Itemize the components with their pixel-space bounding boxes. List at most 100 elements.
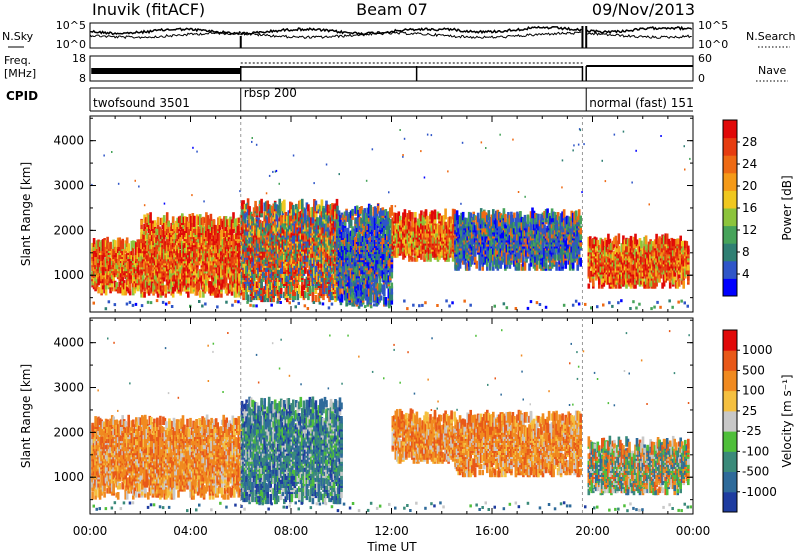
heatmap-cell xyxy=(230,283,234,292)
heatmap-cell xyxy=(331,203,334,210)
heatmap-cell xyxy=(336,227,339,234)
heatmap-cell xyxy=(317,223,321,230)
heatmap-cell xyxy=(97,269,100,278)
heatmap-cell xyxy=(236,243,240,252)
heatmap-cell xyxy=(400,231,404,238)
heatmap-cell xyxy=(267,232,271,242)
heatmap-cell xyxy=(187,221,190,227)
heatmap-cell xyxy=(345,215,348,222)
heatmap-cell xyxy=(248,253,251,260)
heatmap-cell xyxy=(260,223,263,234)
heatmap-cell xyxy=(366,285,369,295)
heatmap-cell xyxy=(168,254,172,262)
heatmap-cell xyxy=(319,205,322,212)
heatmap-cell xyxy=(332,276,336,284)
heatmap-cell xyxy=(143,262,146,270)
heatmap-cell xyxy=(184,269,187,278)
heatmap-cell xyxy=(379,221,383,228)
heatmap-cell xyxy=(393,212,396,222)
heatmap-cell xyxy=(238,224,241,236)
heatmap-cell xyxy=(313,209,316,218)
heatmap-cell xyxy=(177,233,181,240)
heatmap-cell xyxy=(384,234,388,240)
heatmap-cell xyxy=(279,235,283,242)
heatmap-cell xyxy=(379,295,383,301)
heatmap-cell xyxy=(339,252,342,259)
heatmap-cell xyxy=(381,210,385,216)
heatmap-cell xyxy=(221,245,225,254)
heatmap-cell xyxy=(199,255,202,262)
heatmap-cell xyxy=(322,220,325,228)
heatmap-cell xyxy=(402,212,405,224)
heatmap-cell xyxy=(399,215,402,222)
heatmap-cell xyxy=(384,251,388,259)
heatmap-cell xyxy=(100,254,103,262)
heatmap-cell xyxy=(305,202,309,210)
heatmap-cell xyxy=(257,292,260,301)
heatmap-cell xyxy=(379,247,383,255)
heatmap-cell xyxy=(278,291,281,301)
heatmap-cell xyxy=(414,212,417,218)
heatmap-cell xyxy=(326,252,330,258)
heatmap-cell xyxy=(181,278,184,286)
heatmap-cell xyxy=(326,217,330,224)
heatmap-cell xyxy=(233,288,237,298)
heatmap-cell xyxy=(442,233,446,240)
heatmap-cell xyxy=(278,220,281,230)
heatmap-cell xyxy=(153,240,157,248)
heatmap-cell xyxy=(258,282,262,288)
heatmap-cell xyxy=(329,221,333,232)
heatmap-cell xyxy=(167,282,170,290)
heatmap-cell xyxy=(187,290,190,298)
heatmap-cell xyxy=(389,275,392,281)
heatmap-cell xyxy=(171,287,175,294)
heatmap-cell xyxy=(263,238,266,244)
heatmap-cell xyxy=(249,265,253,272)
heatmap-cell xyxy=(184,224,187,231)
heatmap-cell xyxy=(345,289,348,297)
heatmap-cell xyxy=(361,293,365,301)
heatmap-cell xyxy=(243,213,247,220)
heatmap-cell xyxy=(264,256,268,262)
heatmap-cell xyxy=(323,248,327,258)
heatmap-cell xyxy=(295,281,298,288)
heatmap-cell xyxy=(140,255,143,262)
heatmap-cell xyxy=(361,231,365,242)
heatmap-cell xyxy=(158,226,161,236)
heatmap-cell xyxy=(245,281,248,288)
heatmap-cell xyxy=(396,234,399,244)
heatmap-cell xyxy=(185,275,189,284)
heatmap-cell xyxy=(287,273,291,280)
heatmap-cell xyxy=(438,232,441,240)
heatmap-cell xyxy=(290,273,294,280)
heatmap-cell xyxy=(272,224,275,232)
heatmap-cell xyxy=(310,212,313,224)
heatmap-cell xyxy=(205,212,208,223)
heatmap-cell xyxy=(98,275,102,284)
heatmap-cell xyxy=(146,285,149,294)
station-title: Inuvik (fitACF) xyxy=(92,0,205,19)
heatmap-cell xyxy=(369,220,372,226)
heatmap-cell xyxy=(381,236,385,247)
heatmap-cell xyxy=(340,253,344,261)
heatmap-cell xyxy=(199,226,202,233)
heatmap-cell xyxy=(447,253,450,262)
heatmap-cell xyxy=(314,288,318,294)
heatmap-cell xyxy=(361,248,365,257)
heatmap-cell xyxy=(319,223,322,230)
heatmap-cell xyxy=(433,248,437,258)
cpid-mode-label: twofsound 3501 xyxy=(93,96,190,110)
heatmap-cell xyxy=(292,221,295,232)
heatmap-cell xyxy=(251,258,254,268)
heatmap-cell xyxy=(390,292,394,301)
heatmap-cell xyxy=(414,226,417,234)
heatmap-cell xyxy=(136,281,140,292)
heatmap-cell xyxy=(342,241,345,251)
heatmap-cell xyxy=(279,268,283,274)
heatmap-cell xyxy=(158,240,161,248)
heatmap-cell xyxy=(352,272,356,279)
heatmap-cell xyxy=(286,263,289,270)
heatmap-cell xyxy=(439,215,443,222)
heatmap-cell xyxy=(329,231,333,242)
heatmap-cell xyxy=(223,281,226,288)
